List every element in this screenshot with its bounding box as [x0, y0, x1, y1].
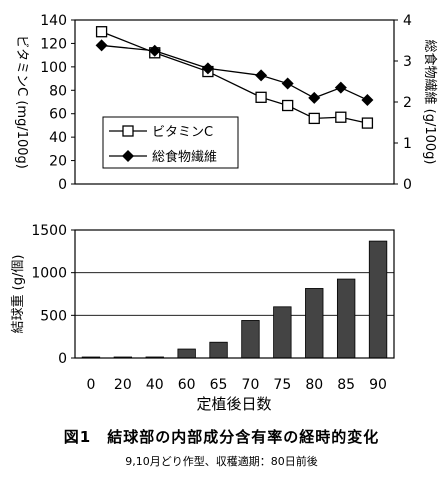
- bar-90: [368, 240, 388, 359]
- bar-x-tick-label: 90: [369, 377, 387, 393]
- bar-y-tick-label: 0: [58, 351, 67, 367]
- bar-x-axis-label: 定植後日数: [196, 395, 271, 413]
- data-point-vitamin-c: [95, 26, 108, 38]
- bar-chart: 0 500 1000 1500 0 20 40 60 65 70 75 80 85 90 結球重 (g/…: [10, 223, 395, 413]
- bar-x-tick-label: 40: [146, 377, 164, 393]
- left-y-tick-label: 100: [40, 60, 67, 76]
- data-point-vitamin-c: [361, 117, 374, 129]
- bar-y-ticks: 0 500 1000 1500: [31, 223, 75, 367]
- legend: ビタミンC 総食物繊維: [102, 116, 239, 169]
- right-y-tick-label: 3: [403, 54, 412, 70]
- bar-group: [81, 240, 388, 359]
- data-point-dietary-fiber: [334, 81, 347, 94]
- left-y-tick-label: 0: [58, 177, 67, 193]
- line-series-group: [95, 26, 374, 129]
- bar-y-tick-label: 1500: [31, 223, 67, 239]
- left-y-tick-label: 120: [40, 36, 67, 52]
- bar-x-tick-label: 65: [210, 377, 228, 393]
- legend-label-vitamin-c: ビタミンC: [152, 125, 213, 140]
- right-y-ticks: 0 1 2 3 4: [394, 13, 412, 193]
- bar-x-tick-label: 70: [242, 377, 260, 393]
- data-point-dietary-fiber: [361, 93, 374, 106]
- right-y-tick-label: 1: [403, 136, 412, 152]
- figure-caption-subtitle: 9,10月どり作型、収穫適期：80日前後: [125, 455, 318, 468]
- legend-marker-filled-diamond: [122, 150, 134, 162]
- data-point-dietary-fiber: [255, 69, 268, 82]
- bar-x-tick-label: 20: [114, 377, 132, 393]
- bar-y-axis-label: 結球重 (g/個): [10, 255, 26, 334]
- bar-60: [177, 348, 196, 359]
- bar-70: [241, 320, 260, 359]
- data-point-dietary-fiber: [308, 91, 321, 104]
- left-y-axis-label: ビタミンC (mg/100g): [14, 35, 29, 169]
- bar-chart-plot-area: [74, 229, 395, 359]
- bar-x-tick-label: 85: [337, 377, 355, 393]
- bar-65: [209, 341, 228, 359]
- figure-caption-title: 図1 結球部の内部成分含有率の経時的変化: [63, 428, 380, 446]
- legend-marker-open-square: [122, 125, 134, 137]
- bar-x-tick-label: 60: [178, 377, 196, 393]
- left-y-tick-label: 60: [49, 107, 67, 123]
- data-point-dietary-fiber: [95, 39, 108, 52]
- left-y-ticks: 0 20 40 60 80 100 120 140: [40, 13, 75, 193]
- bar-80: [305, 288, 324, 359]
- series-line-vitamin-c: [101, 31, 368, 124]
- bar-x-tick-label: 75: [273, 377, 291, 393]
- data-point-vitamin-c: [335, 111, 347, 123]
- left-y-tick-label: 140: [40, 13, 67, 29]
- data-point-vitamin-c: [282, 99, 294, 112]
- bar-85: [336, 278, 356, 359]
- left-y-tick-label: 40: [49, 130, 67, 146]
- legend-label-dietary-fiber: 総食物繊維: [152, 149, 217, 165]
- right-y-tick-label: 2: [403, 95, 412, 111]
- right-y-tick-label: 0: [403, 177, 412, 193]
- bar-x-tick-label: 0: [86, 377, 95, 393]
- bar-y-tick-label: 1000: [31, 266, 67, 282]
- bar-x-tick-label: 80: [305, 377, 323, 393]
- data-point-dietary-fiber: [281, 77, 294, 90]
- data-point-dietary-fiber: [148, 44, 161, 57]
- right-y-tick-label: 4: [403, 13, 412, 29]
- left-y-tick-label: 20: [49, 154, 67, 170]
- line-chart: 0 20 40 60 80 100 120 140 0 1 2 3 4 ビタミンC (mg/100g)…: [14, 13, 438, 193]
- bar-75: [273, 306, 292, 359]
- data-point-dietary-fiber: [201, 62, 214, 75]
- data-point-vitamin-c: [308, 112, 320, 125]
- bar-x-ticks: 0 20 40 60 65 70 75 80 85 90: [86, 377, 386, 393]
- right-y-axis-label: 総食物繊維 (g/100g): [422, 40, 438, 165]
- series-line-dietary-fiber: [101, 44, 368, 101]
- bar-y-tick-label: 500: [40, 308, 67, 324]
- left-y-tick-label: 80: [49, 83, 67, 99]
- data-point-vitamin-c: [255, 91, 267, 103]
